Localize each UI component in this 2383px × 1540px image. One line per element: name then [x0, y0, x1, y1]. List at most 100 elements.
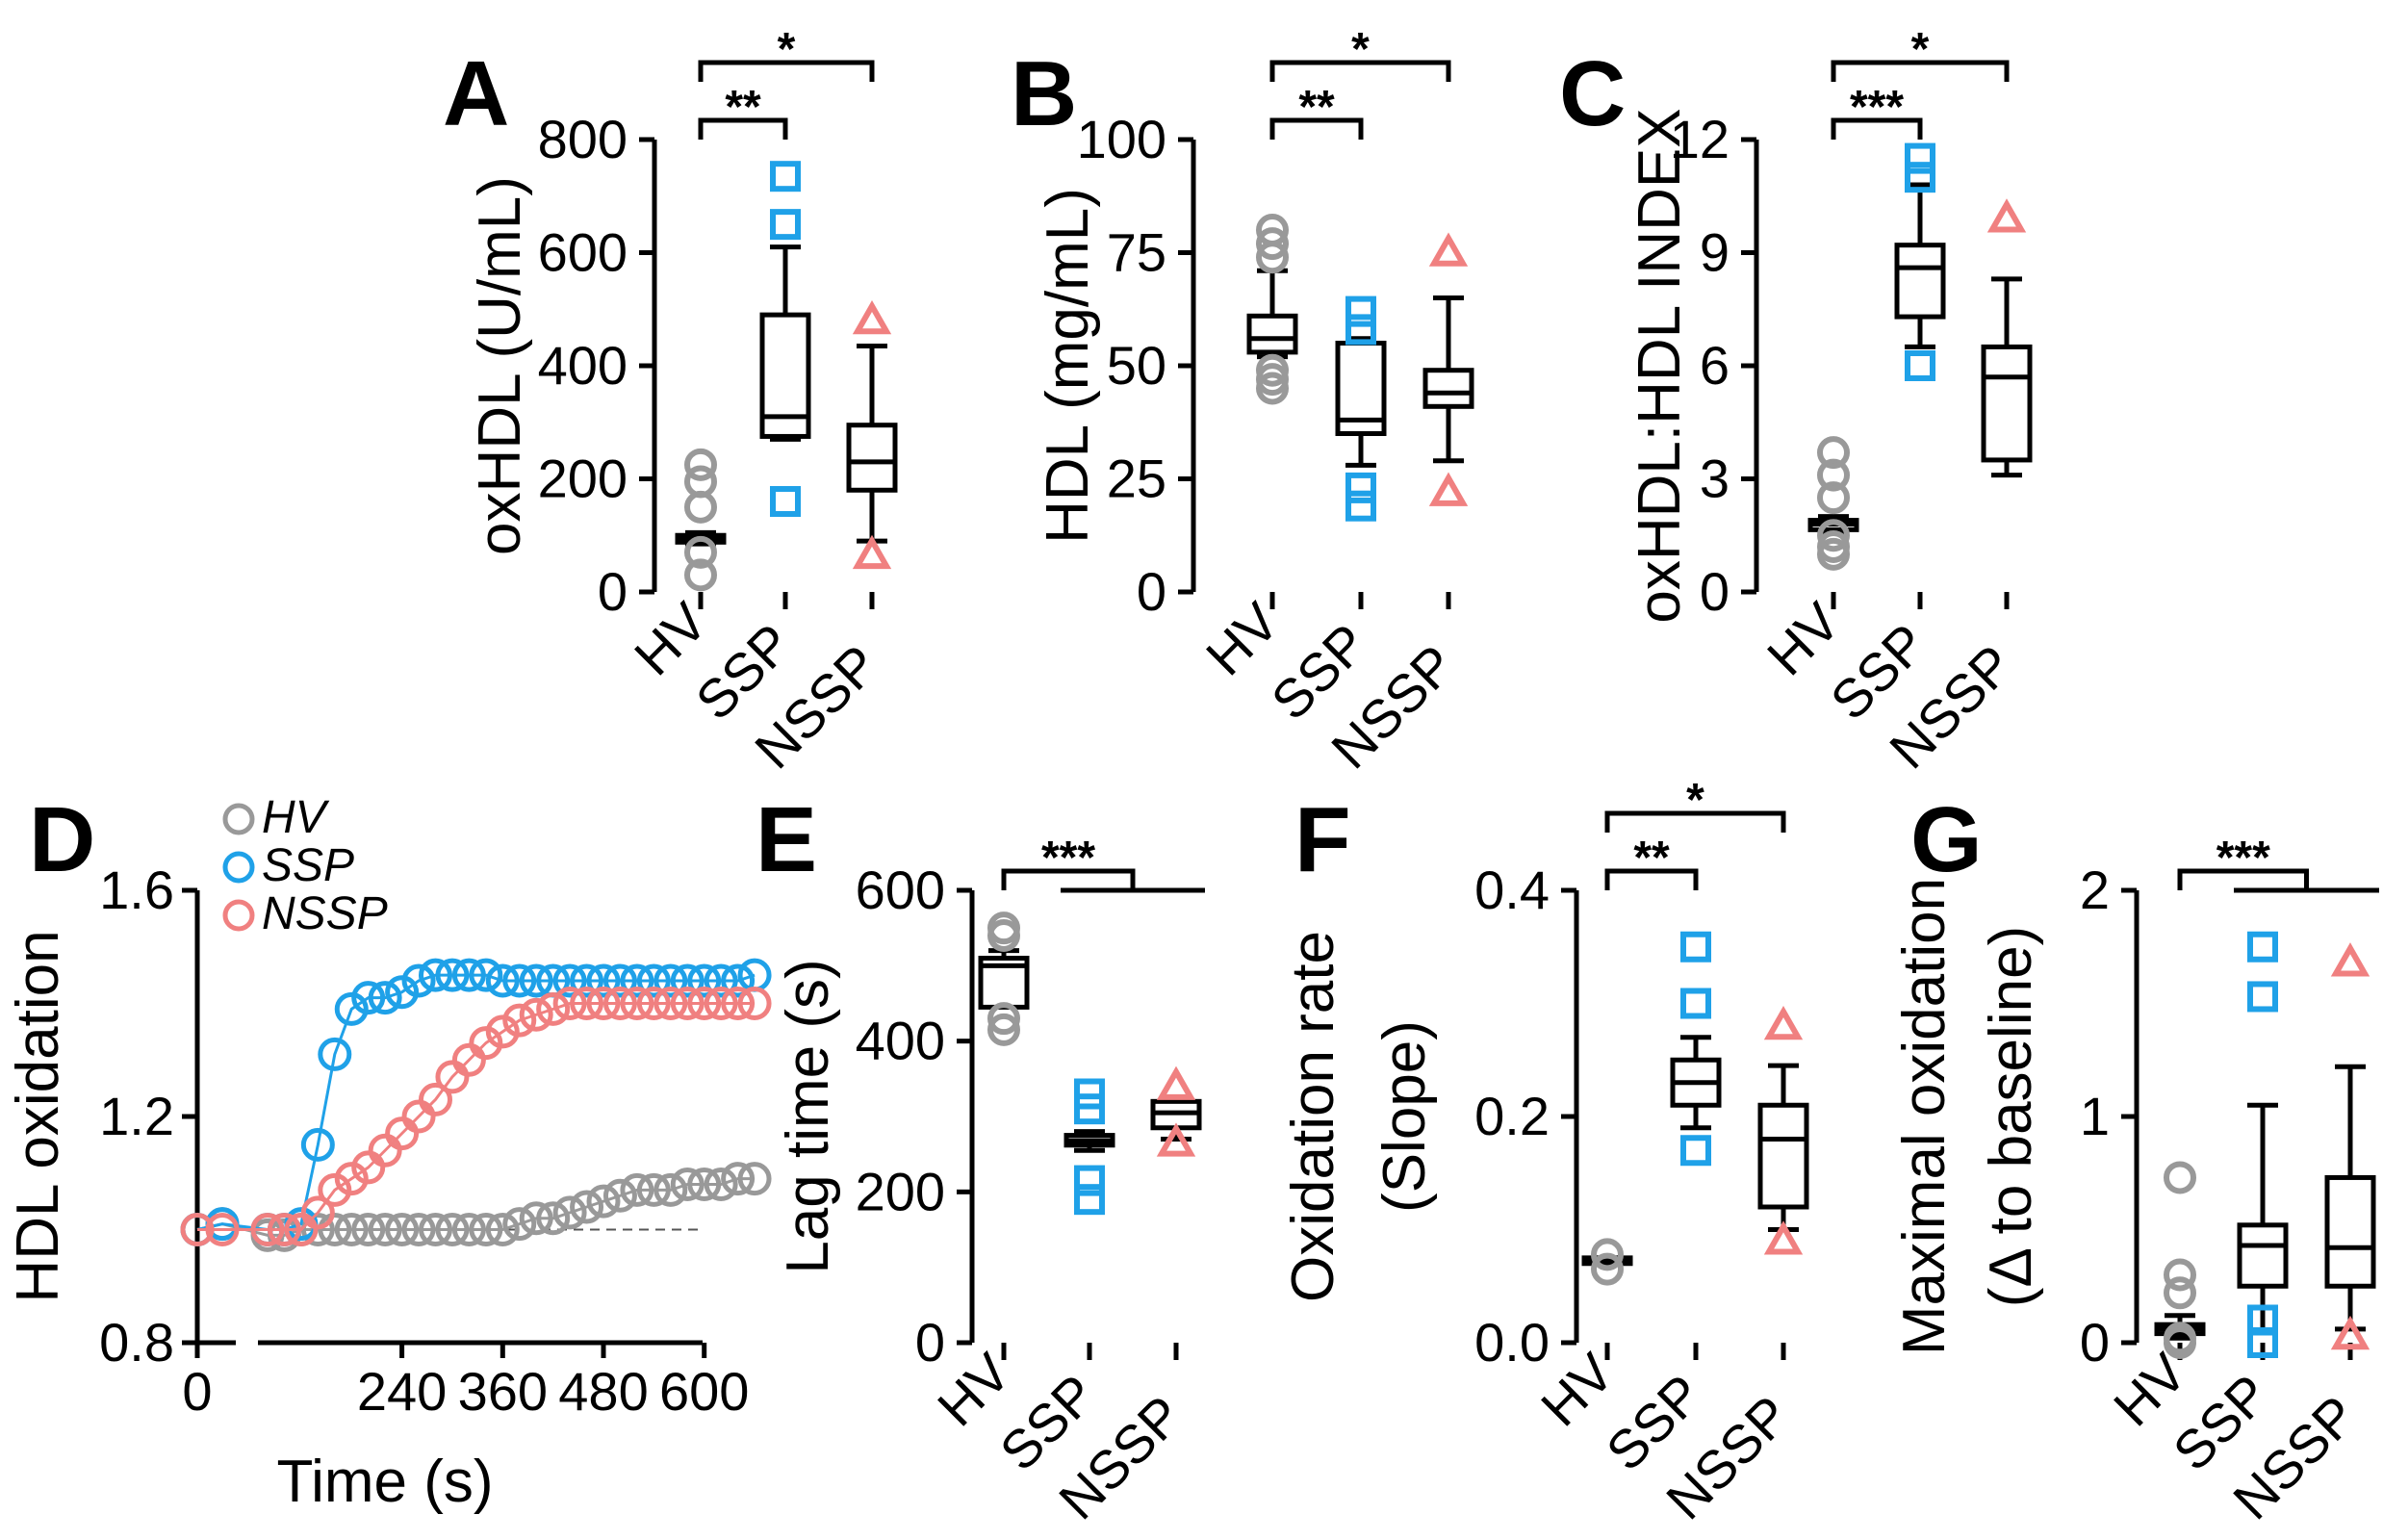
box-group-NSSP	[1422, 232, 1474, 506]
data-point	[300, 1213, 335, 1246]
data-point	[602, 987, 637, 1020]
data-point	[620, 1172, 654, 1207]
outlier-point	[987, 911, 1020, 945]
box-group-HV	[675, 448, 727, 592]
data-point	[401, 1099, 436, 1134]
outlier-point	[1905, 162, 1935, 193]
y-tick-label: 200	[856, 1161, 945, 1221]
outlier-point	[1428, 232, 1469, 267]
data-point	[368, 1213, 402, 1246]
outlier-point	[1591, 1238, 1624, 1271]
outlier-point	[987, 1013, 1020, 1046]
box-iqr	[1757, 1102, 1809, 1210]
data-point	[435, 1060, 470, 1094]
outlier-point	[2164, 1276, 2196, 1310]
outlier-point	[1256, 214, 1289, 246]
y-tick-label: 0	[1700, 561, 1730, 622]
outlier-point	[2164, 1258, 2196, 1292]
legend-label: HV	[262, 792, 330, 843]
panel-label: G	[1910, 788, 1983, 891]
data-point	[451, 1042, 486, 1077]
outlier-point	[1345, 472, 1376, 503]
x-axis-label: Time (s)	[277, 1449, 494, 1515]
significance-bracket: ***	[2177, 833, 2379, 893]
data-point	[620, 987, 654, 1020]
data-point	[205, 1213, 240, 1246]
outlier-point	[1763, 1220, 1804, 1255]
outlier-point	[1256, 353, 1289, 387]
data-point	[721, 963, 756, 998]
bracket-line	[698, 117, 788, 140]
box-group-NSSP	[846, 299, 898, 570]
y-tick-label: 6	[1700, 335, 1730, 396]
data-point	[570, 1190, 604, 1224]
legend-marker	[222, 851, 255, 884]
data-point	[502, 1003, 537, 1038]
data-point	[284, 1213, 319, 1246]
data-point	[552, 963, 587, 998]
outlier-point	[1156, 1065, 1196, 1100]
outlier-point	[684, 558, 717, 592]
box-group-SSP	[1894, 142, 1946, 381]
significance-label: **	[1633, 833, 1670, 884]
outlier-point	[770, 161, 801, 192]
significance-bracket: ***	[1001, 833, 1205, 893]
data-point	[351, 1213, 386, 1246]
y-tick-label: 100	[1077, 109, 1166, 169]
data-point	[334, 1162, 369, 1196]
outlier-point	[1345, 295, 1376, 327]
outlier-point	[1817, 530, 1850, 563]
outlier-point	[1680, 988, 1711, 1019]
outlier-point	[1680, 931, 1711, 962]
panel-D: D 0.8 1.2 1.6 HDL oxidation 0 240 360 480 600 Time…	[5, 788, 772, 1515]
data-point	[419, 1213, 452, 1246]
y-axis-label: Lag time (s)	[775, 959, 841, 1273]
significance-label: **	[725, 82, 761, 133]
outlier-point	[1817, 519, 1850, 552]
outlier-point	[2330, 942, 2370, 977]
bracket-line	[1831, 117, 1923, 140]
y-tick-label: 1.6	[99, 860, 174, 920]
significance-bracket: *	[1604, 775, 1786, 833]
bracket-line	[2177, 868, 2309, 890]
outlier-point	[2247, 931, 2278, 962]
y-tick-label: 400	[856, 1011, 945, 1071]
y-tick-label: 9	[1700, 222, 1730, 283]
x-tick-label: 600	[659, 1361, 749, 1422]
y-tick-label: 0	[1137, 561, 1166, 622]
data-point	[502, 963, 537, 998]
significance-label: **	[1298, 82, 1335, 133]
y-tick-label: 0.2	[1474, 1086, 1550, 1146]
box-group-SSP	[1335, 295, 1387, 522]
box-iqr	[1422, 368, 1474, 409]
data-point	[368, 981, 402, 1015]
outlier-point	[1256, 227, 1289, 261]
data-point	[687, 963, 722, 998]
data-point	[485, 1014, 520, 1049]
data-point	[267, 1213, 301, 1246]
outlier-point	[2164, 1161, 2196, 1194]
box-group-NSSP	[2324, 942, 2376, 1350]
data-point	[737, 1162, 772, 1196]
y-tick-label: 1.2	[99, 1086, 174, 1146]
outlier-point	[1074, 1165, 1105, 1196]
box-group-NSSP	[1981, 198, 2033, 478]
data-point	[653, 987, 688, 1020]
data-point	[318, 1172, 352, 1207]
data-point	[570, 963, 604, 998]
series-NSSP	[180, 987, 772, 1246]
data-point	[485, 1213, 520, 1246]
data-point	[368, 1133, 402, 1168]
data-point	[451, 1213, 486, 1246]
significance-label: ***	[1850, 82, 1904, 133]
x-tick-label: 0	[182, 1361, 212, 1422]
outlier-point	[1986, 198, 2027, 233]
data-point	[704, 1168, 738, 1201]
y-tick-label: 0	[915, 1312, 945, 1373]
bracket-line	[1831, 60, 2010, 82]
data-point	[620, 963, 654, 998]
outlier-point	[770, 209, 801, 241]
